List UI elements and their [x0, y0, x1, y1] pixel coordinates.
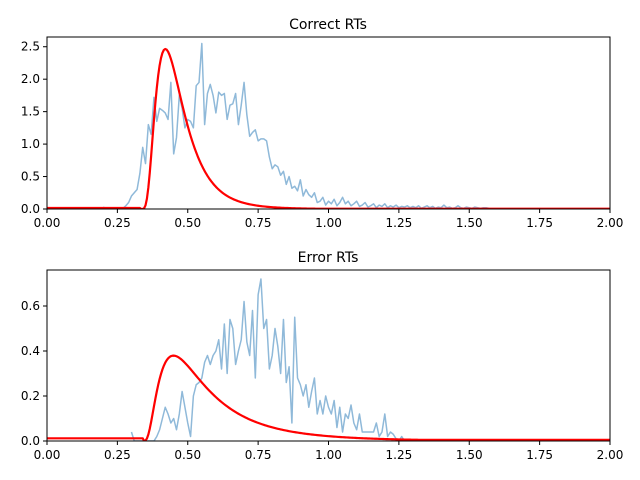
x-tick-label: 0.50 [174, 448, 201, 462]
x-tick-label: 2.00 [597, 216, 624, 230]
error-rts-panel: Error RTs 0.00 0.25 0.50 0.75 1.00 1.25 1.50 1.… [21, 250, 623, 462]
x-tick-label: 2.00 [597, 448, 624, 462]
x-tick-label: 0.25 [104, 216, 131, 230]
x-tick-label: 1.25 [386, 216, 413, 230]
x-tick-label: 0.50 [174, 216, 201, 230]
y-tick-label: 0.2 [21, 389, 40, 403]
x-tick-label: 0.25 [104, 448, 131, 462]
x-tick-label: 0.75 [245, 216, 272, 230]
histogram-series-line [130, 278, 406, 441]
x-tick-label: 0.75 [245, 448, 272, 462]
x-tick-label: 0.00 [34, 448, 61, 462]
y-tick-label: 2.5 [21, 40, 40, 54]
x-tick-label: 1.50 [456, 216, 483, 230]
x-tick-label: 1.00 [315, 448, 342, 462]
histogram-series-line [102, 42, 490, 209]
y-tick-label: 0.4 [21, 344, 40, 358]
y-tick-label: 0.5 [21, 170, 40, 184]
correct-rts-panel: Correct RTs 0.00 0.25 0.50 0.75 1.00 1.25 1.50… [21, 17, 623, 230]
y-tick-label: 0.0 [21, 202, 40, 216]
x-tick-label: 1.00 [315, 216, 342, 230]
y-tick-label: 0.6 [21, 299, 40, 313]
y-tick-label: 0.0 [21, 434, 40, 448]
x-tick-label: 0.00 [34, 216, 61, 230]
x-tick-label: 1.75 [526, 216, 553, 230]
chart-title: Error RTs [298, 250, 359, 266]
plot-area [47, 278, 610, 441]
x-tick-label: 1.25 [386, 448, 413, 462]
chart-title: Correct RTs [289, 17, 367, 33]
x-tick-label: 1.50 [456, 448, 483, 462]
y-tick-label: 2.0 [21, 72, 40, 86]
y-tick-label: 1.5 [21, 105, 40, 119]
y-tick-label: 1.0 [21, 137, 40, 151]
x-tick-label: 1.75 [526, 448, 553, 462]
theory-density-line [47, 354, 610, 441]
